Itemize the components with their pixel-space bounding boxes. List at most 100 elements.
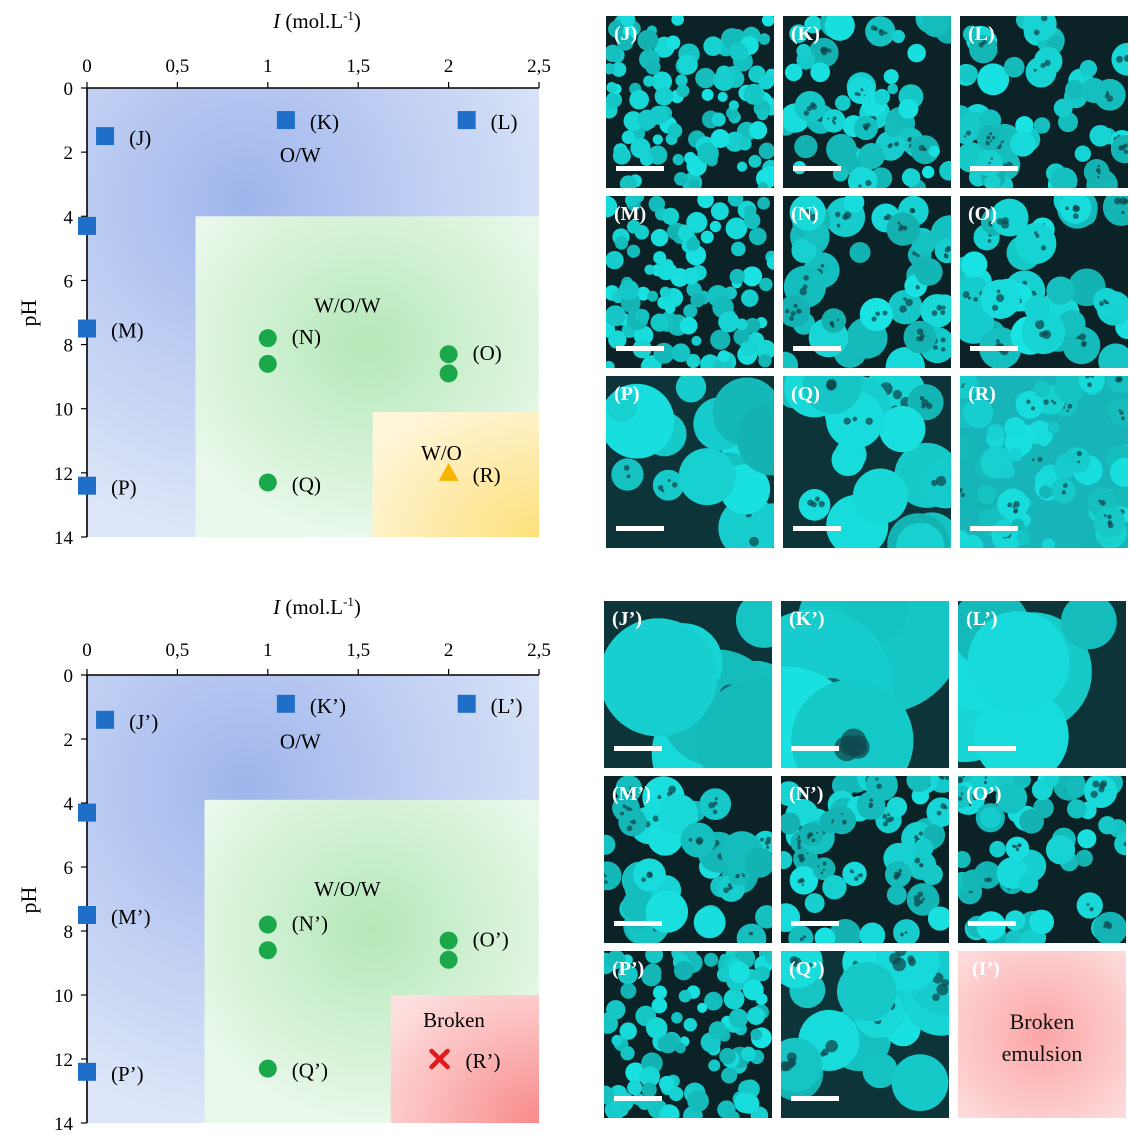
droplet: [748, 154, 762, 168]
droplet: [788, 925, 814, 943]
inner-droplet: [1033, 231, 1038, 235]
droplet: [735, 601, 772, 648]
inner-droplet: [820, 871, 824, 875]
inner-droplet: [962, 776, 966, 778]
inner-droplet: [996, 293, 1005, 303]
inner-droplet: [827, 117, 830, 120]
x-axis-title-italic: I: [272, 595, 281, 619]
inner-droplet: [742, 874, 746, 878]
droplet: [783, 351, 799, 368]
scale-bar: [616, 166, 664, 171]
droplet: [616, 33, 634, 51]
x-tick-label: 0: [82, 640, 92, 661]
region-label: W/O/W: [314, 294, 381, 318]
droplet: [626, 244, 641, 258]
panel-label: (N): [791, 203, 819, 225]
inner-droplet: [857, 874, 860, 877]
y-tick-label: 2: [64, 143, 74, 164]
inner-droplet: [604, 879, 605, 883]
droplet: [995, 782, 1028, 814]
panel-label: (L’): [966, 608, 997, 630]
inner-droplet: [1097, 171, 1101, 175]
droplet: [758, 73, 774, 90]
inner-droplet: [712, 809, 718, 815]
droplet: [886, 884, 907, 905]
droplet: [796, 43, 811, 59]
marker-circle: [258, 473, 277, 492]
inner-droplet: [920, 863, 924, 867]
panel-label: (O’): [966, 783, 1002, 805]
point-label: (Q): [292, 472, 321, 496]
droplet: [606, 391, 638, 422]
inner-droplet: [852, 416, 858, 422]
inner-droplet: [785, 309, 790, 314]
inner-droplet: [831, 119, 835, 123]
droplet: [652, 134, 663, 145]
inner-droplet: [765, 836, 772, 842]
inner-droplet: [911, 209, 916, 213]
droplet: [729, 42, 749, 62]
inner-droplet: [1119, 197, 1127, 205]
inner-droplet: [809, 213, 817, 221]
droplet: [1005, 910, 1026, 931]
inner-droplet: [862, 123, 868, 129]
inner-droplet: [1086, 903, 1090, 906]
droplet: [606, 196, 618, 218]
micrograph-image: [783, 16, 951, 188]
inner-droplet: [916, 253, 920, 258]
droplet: [657, 1032, 679, 1054]
inner-droplet: [921, 404, 926, 409]
droplet: [606, 250, 624, 270]
droplet: [677, 224, 694, 241]
y-tick-label: 10: [54, 400, 73, 421]
inner-droplet: [797, 839, 802, 844]
inner-droplet: [919, 396, 925, 401]
point-label: (M): [111, 319, 144, 343]
inner-droplet: [817, 865, 820, 868]
inner-droplet: [631, 819, 637, 825]
droplet: [990, 198, 1029, 237]
scale-bar: [614, 746, 662, 751]
x-axis-title-close: ): [354, 9, 361, 33]
droplet: [961, 251, 988, 278]
inner-droplet: [990, 157, 994, 160]
droplet: [755, 905, 772, 929]
droplet: [914, 258, 943, 286]
droplet: [1041, 538, 1056, 548]
droplet: [1033, 380, 1051, 398]
droplet: [677, 54, 698, 75]
droplet: [723, 988, 745, 1010]
micrograph-panel: (N): [783, 196, 951, 368]
droplet: [744, 317, 761, 334]
inner-droplet: [868, 802, 874, 808]
x-axis-title-unit: (mol.L: [280, 9, 343, 33]
droplet: [725, 217, 748, 240]
droplet: [641, 966, 662, 987]
droplet: [764, 951, 772, 964]
inner-droplet: [1015, 847, 1020, 852]
droplet: [678, 448, 736, 506]
x-axis-title-italic: I: [272, 9, 281, 33]
droplet: [849, 241, 871, 263]
y-tick-label: 2: [64, 730, 74, 751]
region-label: O/W: [280, 143, 321, 167]
droplet: [819, 810, 843, 834]
inner-droplet: [967, 296, 971, 300]
inner-droplet: [1085, 376, 1090, 379]
droplet: [675, 1042, 686, 1054]
marker-square: [276, 111, 295, 130]
droplet: [666, 35, 681, 50]
inner-droplet: [1123, 510, 1126, 514]
droplet: [960, 64, 978, 83]
inner-droplet: [791, 957, 802, 968]
droplet: [736, 161, 748, 172]
x-tick-label: 1: [263, 56, 273, 77]
micrograph-panel: (L): [960, 16, 1128, 188]
droplet: [701, 88, 714, 101]
droplet: [898, 98, 919, 119]
inner-droplet: [905, 298, 913, 307]
panel-label: (N’): [789, 783, 823, 805]
droplet: [960, 534, 984, 548]
inner-droplet: [661, 489, 665, 493]
inner-droplet: [951, 775, 958, 782]
